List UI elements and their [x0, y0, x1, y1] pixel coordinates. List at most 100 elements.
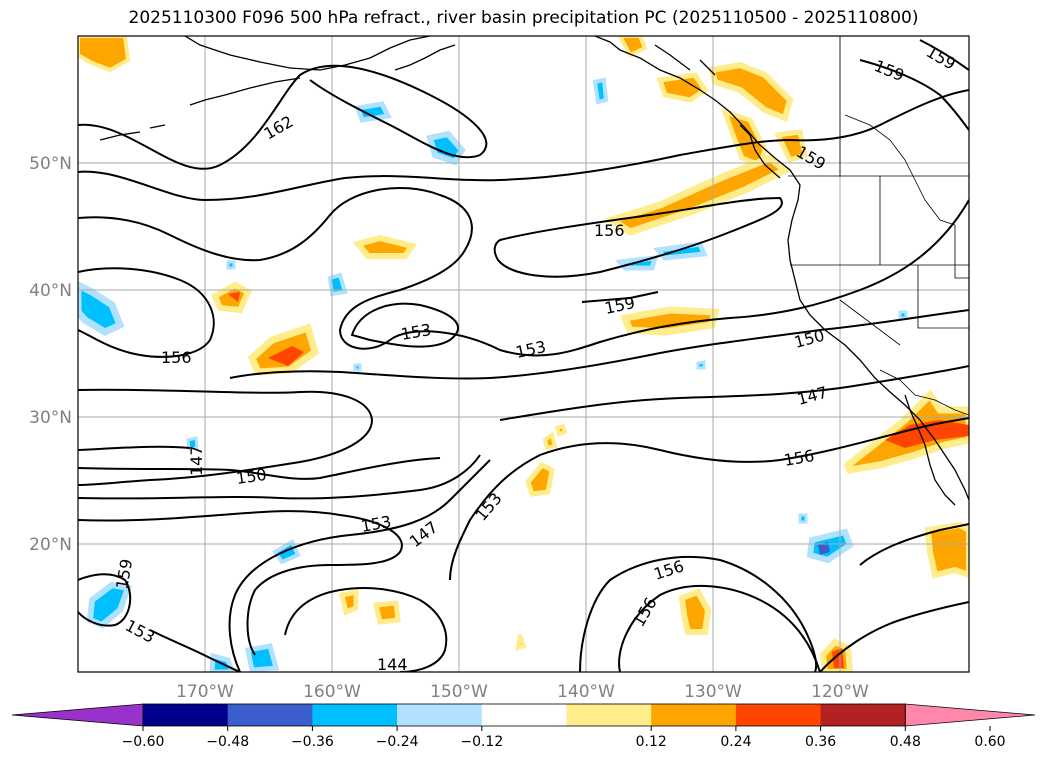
precip-positive-area — [885, 420, 969, 448]
precip-negative-area — [898, 310, 908, 320]
contour-label: 144 — [377, 655, 408, 674]
contour-label: 156 — [161, 348, 192, 367]
precip-negative-area — [86, 581, 133, 629]
colorbar-segment — [566, 704, 652, 726]
colorbar-segment — [143, 704, 229, 726]
contour-153-mid — [229, 309, 969, 380]
lon-label: 120°W — [811, 682, 869, 702]
lat-label: 30°N — [29, 408, 72, 428]
contour-label: 153 — [399, 320, 432, 344]
contour-156 — [78, 186, 969, 357]
contour-159-north — [78, 89, 969, 202]
contour-159-ne — [919, 39, 969, 71]
precip-negative-area — [327, 272, 348, 297]
longitude-labels: 170°W 160°W 150°W 140°W 130°W 120°W — [176, 682, 869, 702]
precip-positive-area — [617, 36, 648, 58]
contour-144 — [859, 523, 969, 566]
colorbar-segment — [820, 704, 906, 726]
precip-positive-area — [774, 129, 808, 164]
contour-label: 156 — [629, 594, 661, 630]
precip-positive-area — [678, 588, 712, 635]
contour-label: 153 — [359, 512, 392, 536]
colorbar-segment — [735, 704, 822, 726]
precip-negative-area — [245, 643, 280, 672]
contour-150 — [78, 388, 374, 486]
colorbar-extend-max — [904, 703, 1036, 727]
contour-label: 162 — [261, 112, 297, 144]
precip-negative-area — [353, 363, 362, 372]
map-frame — [77, 35, 970, 673]
precipitation-shading — [78, 36, 969, 672]
lon-label: 140°W — [557, 682, 615, 702]
contour-156-inner-south — [284, 587, 448, 672]
contour-153-south — [228, 459, 491, 672]
precip-negative-area — [806, 528, 854, 564]
precip-negative-area — [226, 260, 236, 270]
contour-159-bar — [581, 291, 659, 303]
contour-153-se — [579, 555, 818, 672]
contour-153 — [78, 267, 215, 358]
precip-positive-area — [708, 61, 794, 123]
contour-label: 147 — [187, 445, 206, 476]
contour-156-south — [78, 510, 403, 656]
colorbar-tick-label: 0.36 — [805, 734, 836, 750]
contour-159-nw — [859, 59, 969, 131]
colorbar-outline — [142, 703, 906, 727]
contour-label: 150 — [792, 326, 826, 352]
lat-label: 20°N — [29, 535, 72, 555]
colorbar: −0.60 −0.48 −0.36 −0.24 −0.12 0.12 0.24 0.36 0.4… — [11, 703, 1036, 750]
lon-label: 150°W — [430, 682, 488, 702]
colorbar-segment — [651, 704, 737, 726]
map-plot-area — [78, 36, 969, 672]
colorbar-segment — [312, 704, 398, 726]
precip-negative-area — [653, 241, 708, 261]
map-title: 2025110300 F096 500 hPa refract., river … — [128, 8, 919, 28]
precip-negative-area — [592, 77, 609, 105]
precip-negative-area — [818, 542, 830, 555]
precip-negative-area — [798, 513, 808, 524]
contour-159-se-east — [819, 601, 969, 672]
precip-positive-area — [372, 600, 401, 625]
contour-label: 153 — [472, 489, 506, 525]
precip-positive-area — [78, 36, 131, 73]
precip-positive-area — [228, 292, 240, 302]
precip-positive-area — [620, 306, 720, 336]
contour-labels: 162 159 159 156 159 159 153 156 153 150 … — [112, 42, 959, 674]
lon-label: 130°W — [684, 682, 742, 702]
precip-positive-area — [554, 423, 568, 437]
contour-label: 147 — [795, 383, 829, 409]
contour-label: 159 — [112, 557, 136, 590]
colorbar-segment — [481, 704, 567, 726]
contour-150-south — [78, 454, 481, 500]
precip-positive-area — [525, 461, 555, 497]
contour-147 — [78, 445, 191, 451]
contour-label: 159 — [872, 56, 907, 85]
lat-label: 50°N — [29, 154, 72, 174]
colorbar-tick-label: −0.60 — [122, 734, 165, 750]
precip-positive-area — [268, 346, 304, 366]
contour-150-east — [499, 365, 969, 421]
contour-162 — [78, 64, 488, 170]
precip-positive-area — [542, 431, 558, 451]
lat-label: 40°N — [29, 281, 72, 301]
contour-label: 156 — [594, 221, 625, 240]
precip-positive-area — [211, 281, 252, 314]
lon-label: 170°W — [176, 682, 234, 702]
precip-positive-area — [338, 588, 359, 616]
contour-159-center — [350, 302, 459, 348]
coastlines — [99, 36, 969, 506]
colorbar-tick-label: 0.12 — [636, 734, 667, 750]
precip-positive-area — [352, 234, 417, 259]
precip-positive-area — [515, 634, 527, 651]
latitude-labels: 50°N 40°N 30°N 20°N — [29, 154, 72, 555]
precip-negative-area — [696, 360, 706, 370]
colorbar-tick-label: −0.24 — [376, 734, 419, 750]
colorbar-tick-label: −0.36 — [291, 734, 334, 750]
colorbar-segment — [397, 704, 483, 726]
refractivity-contours — [78, 39, 969, 672]
contour-label: 150 — [235, 465, 268, 488]
colorbar-tick-label: 0.24 — [720, 734, 751, 750]
colorbar-extend-min — [11, 703, 144, 727]
contour-147-east — [449, 417, 969, 581]
